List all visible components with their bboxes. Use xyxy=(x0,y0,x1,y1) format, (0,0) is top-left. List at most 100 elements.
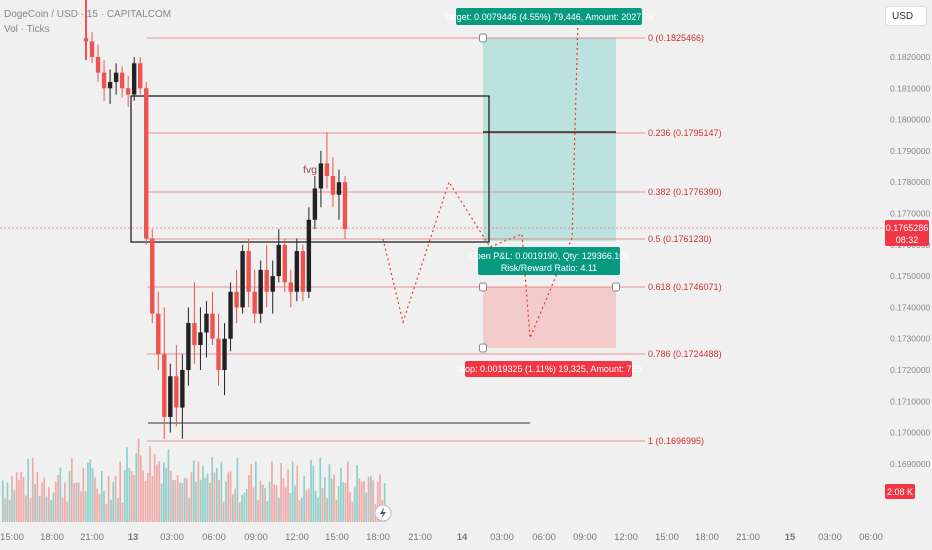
volume-bar xyxy=(324,477,326,522)
volume-bar xyxy=(307,488,310,522)
volume-bar xyxy=(135,453,138,522)
volume-bar xyxy=(52,492,55,522)
candle-body xyxy=(222,338,227,370)
price-tick-label: 0.1770000 xyxy=(890,209,930,219)
fib-level-label: 0.786 (0.1724488) xyxy=(648,349,722,359)
volume-bar xyxy=(243,492,246,522)
stop-badge-text: Stop: 0.0019325 (1.11%) 19,325, Amount: … xyxy=(457,364,642,374)
target-badge-text: Target: 0.0079446 (4.55%) 79,446, Amount… xyxy=(444,12,654,22)
price-tick-label: 0.1800000 xyxy=(890,115,930,125)
volume-bar xyxy=(142,470,144,522)
volume-bar xyxy=(225,481,227,522)
current-price-value: 0.1765286 xyxy=(886,223,929,233)
volume-bar xyxy=(333,474,335,522)
volume-bar xyxy=(179,482,181,522)
volume-bar xyxy=(296,465,299,522)
time-tick-label: 03:00 xyxy=(818,532,842,543)
candle-body xyxy=(156,313,161,355)
candle-body xyxy=(270,276,275,292)
fib-level-label: 0.236 (0.1795147) xyxy=(648,128,722,138)
volume-bar xyxy=(48,487,50,522)
time-tick-label: 12:00 xyxy=(614,532,638,543)
candle-body xyxy=(186,323,191,370)
time-tick-label: 21:00 xyxy=(408,532,432,543)
volume-bar xyxy=(174,480,177,522)
candle-body xyxy=(276,244,281,277)
candles xyxy=(83,28,348,439)
volume-bar xyxy=(105,503,108,522)
volume-bar xyxy=(347,461,349,522)
candle-body xyxy=(330,175,336,195)
time-tick-label: 09:00 xyxy=(244,532,268,543)
time-tick-label: 15:00 xyxy=(655,532,679,543)
volume-bar xyxy=(351,501,354,522)
volume-bar xyxy=(360,481,363,522)
price-tick-label: 0.1810000 xyxy=(890,83,930,93)
time-tick-label: 21:00 xyxy=(80,532,104,543)
volume-bar xyxy=(64,482,66,522)
target-badge-bg xyxy=(456,8,642,25)
volume-indicator-label: Vol · Ticks xyxy=(4,24,50,35)
volume-bar xyxy=(156,464,158,522)
volume-bar xyxy=(8,500,11,522)
candle-body xyxy=(119,72,125,89)
candle-body xyxy=(294,251,300,292)
volume-bar xyxy=(220,461,223,522)
volume-bar xyxy=(165,467,167,522)
volume-bar xyxy=(68,471,71,522)
pnl-line-2: Risk/Reward Ratio: 4.11 xyxy=(501,263,597,273)
time-tick-label: 18:00 xyxy=(366,532,390,543)
time-tick-label: 03:00 xyxy=(160,532,184,543)
current-price-badge-bg xyxy=(885,220,929,246)
volume-bar xyxy=(45,496,48,522)
volume-bar xyxy=(215,468,218,522)
pnl-line-1: Open P&L: 0.0019190, Qty: 129366.106 xyxy=(469,251,630,261)
volume-bar xyxy=(167,449,170,522)
volume-badge: 2.08 K xyxy=(885,484,915,499)
time-tick-label: 03:00 xyxy=(490,532,514,543)
volume-bar xyxy=(103,491,105,522)
time-tick-label: 15:00 xyxy=(325,532,349,543)
volume-badge-bg xyxy=(885,484,915,499)
volume-badge-value: 2.08 K xyxy=(887,487,913,497)
candle-body xyxy=(144,88,149,239)
volume-bar xyxy=(273,484,276,522)
volume-bar xyxy=(20,471,23,522)
time-tick-label: 15:00 xyxy=(0,532,24,543)
volume-bar xyxy=(6,482,9,522)
volume-bar xyxy=(303,475,305,522)
currency-button[interactable]: USD xyxy=(885,6,927,26)
drag-handle xyxy=(479,343,487,353)
volume-bar xyxy=(264,488,266,522)
candle-body xyxy=(162,354,167,417)
volume-bar xyxy=(363,480,365,522)
candle-body xyxy=(282,244,287,283)
volume-bar xyxy=(137,438,140,522)
volume-bar xyxy=(335,499,338,522)
stop-badge: Stop: 0.0019325 (1.11%) 19,325, Amount: … xyxy=(457,361,642,377)
volume-bar xyxy=(353,487,356,522)
volume-bar xyxy=(248,475,250,522)
candle-body xyxy=(95,57,101,73)
volume-bar xyxy=(271,460,273,522)
volume-bar xyxy=(268,482,271,522)
volume-bar xyxy=(326,498,328,522)
volume-bar xyxy=(2,480,4,522)
volume-bar xyxy=(195,482,197,522)
volume-bar xyxy=(197,461,200,522)
volume-bar xyxy=(13,490,16,522)
volume-bar xyxy=(238,502,241,522)
volume-bar xyxy=(370,475,372,522)
volume-bar xyxy=(84,491,87,522)
volume-bar xyxy=(199,480,202,522)
volume-bar xyxy=(73,483,75,522)
time-tick-label: 18:00 xyxy=(695,532,719,543)
drag-handle xyxy=(612,282,620,292)
time-tick-label: 18:00 xyxy=(40,532,64,543)
volume-bar xyxy=(321,488,324,522)
volume-bar xyxy=(310,459,312,522)
volume-bar xyxy=(340,467,342,522)
volume-bar xyxy=(186,478,188,522)
volume-bar xyxy=(282,478,285,522)
